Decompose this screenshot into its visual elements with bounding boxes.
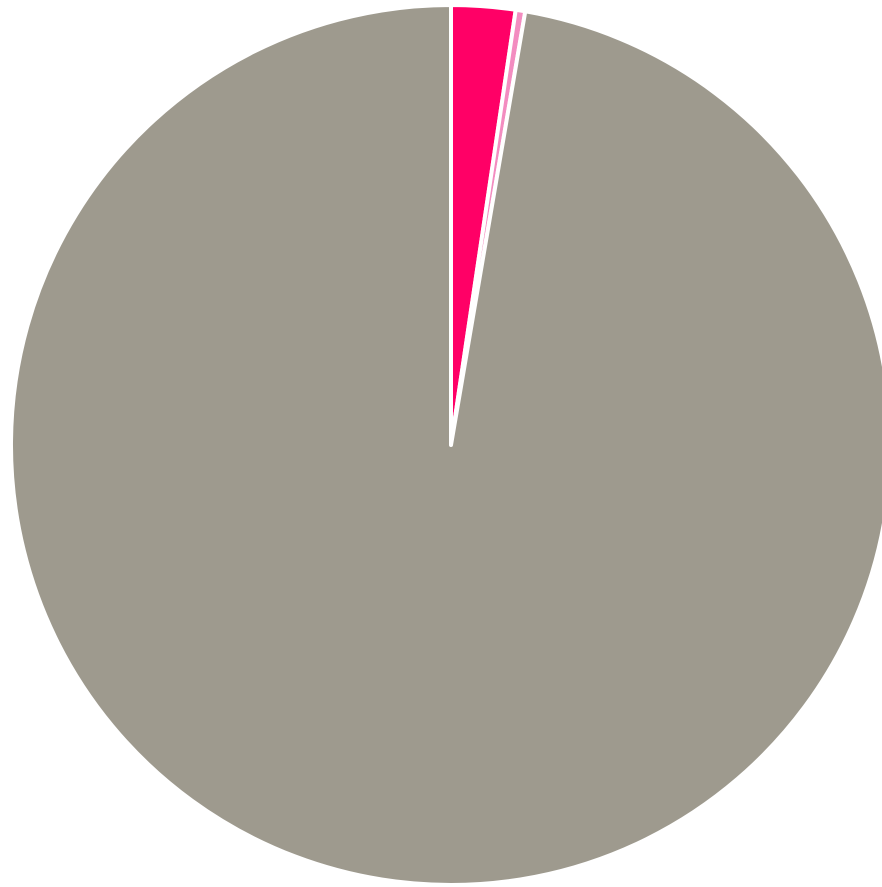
pie-slices (9, 3, 882, 887)
pie-slice-3 (9, 3, 882, 887)
